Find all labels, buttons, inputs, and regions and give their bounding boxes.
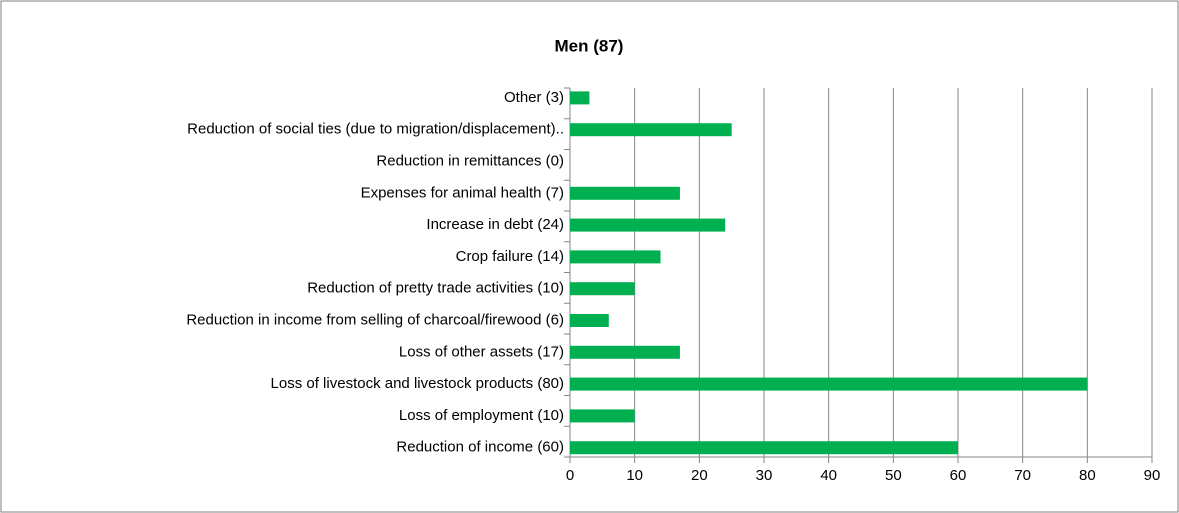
- x-tick-label: 60: [950, 467, 967, 484]
- bar: [570, 186, 680, 200]
- bar: [570, 218, 726, 232]
- y-tick-label: Other (3): [504, 89, 564, 106]
- bar: [570, 250, 661, 264]
- y-tick-label: Reduction in remittances (0): [376, 152, 564, 169]
- y-tick-label: Reduction in income from selling of char…: [186, 311, 564, 328]
- y-tick-label: Crop failure (14): [456, 248, 564, 265]
- bar: [570, 345, 680, 359]
- y-tick-label: Loss of employment (10): [399, 407, 564, 424]
- bar: [570, 91, 590, 105]
- x-tick-label: 80: [1079, 467, 1096, 484]
- y-tick-label: Loss of livestock and livestock products…: [271, 375, 564, 392]
- bar: [570, 441, 958, 455]
- y-tick-label: Increase in debt (24): [426, 216, 564, 233]
- chart-title: Men (87): [555, 36, 624, 55]
- y-tick-label: Reduction of social ties (due to migrati…: [187, 121, 564, 138]
- y-tick-label: Reduction of pretty trade activities (10…: [307, 280, 564, 297]
- y-tick-label: Reduction of income (60): [396, 439, 564, 456]
- x-tick-label: 10: [626, 467, 643, 484]
- x-tick-label: 40: [820, 467, 837, 484]
- y-tick-label: Loss of other assets (17): [399, 343, 564, 360]
- x-tick-label: 50: [885, 467, 902, 484]
- x-tick-label: 90: [1144, 467, 1161, 484]
- bar: [570, 377, 1088, 391]
- x-tick-label: 0: [566, 467, 574, 484]
- x-tick-label: 70: [1014, 467, 1031, 484]
- bar: [570, 409, 635, 423]
- bar: [570, 314, 609, 327]
- x-tick-label: 20: [691, 467, 708, 484]
- bar: [570, 282, 635, 296]
- x-tick-label: 30: [756, 467, 773, 484]
- y-tick-label: Expenses for animal health (7): [361, 184, 564, 201]
- bar: [570, 123, 732, 137]
